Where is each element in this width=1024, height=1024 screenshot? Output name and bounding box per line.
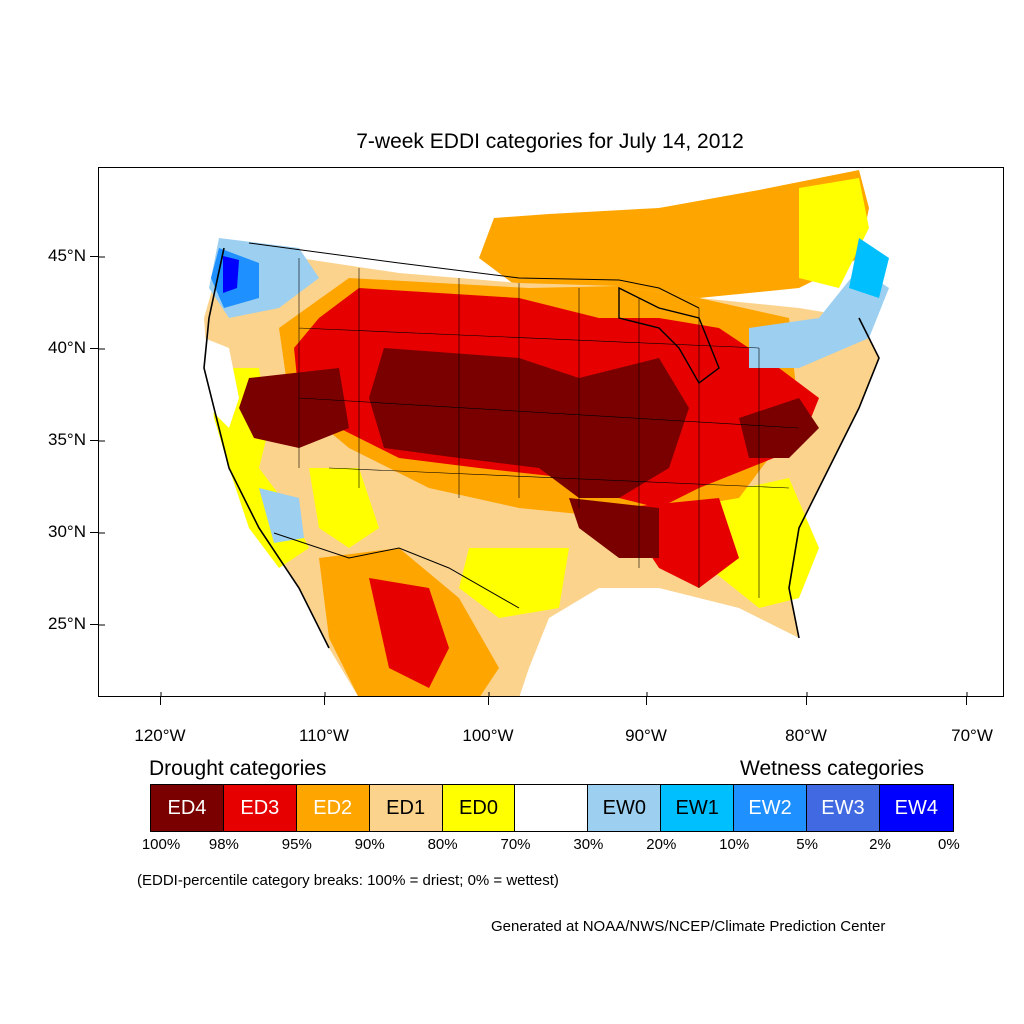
wetness-categories-heading: Wetness categories [740, 757, 925, 780]
percentile-label: 30% [573, 836, 604, 853]
lon-tick [646, 697, 647, 705]
canada-west-region [219, 170, 359, 258]
percentile-label: 80% [427, 836, 458, 853]
legend-swatch-ew1: EW1 [661, 785, 735, 831]
legend-swatch-ed2: ED2 [296, 785, 370, 831]
lat-tick [90, 256, 98, 257]
legend-swatch-ed3: ED3 [223, 785, 297, 831]
lat-label-35: 35°N [48, 430, 86, 449]
frame-ticks [99, 256, 968, 696]
lat-label-25: 25°N [48, 614, 86, 633]
lon-tick [966, 697, 967, 705]
lat-label-30: 30°N [48, 522, 86, 541]
percentile-label: 98% [208, 836, 239, 853]
us-mexico-border [273, 532, 520, 609]
ed0-north [799, 178, 869, 288]
lat-tick [90, 532, 98, 533]
percentile-label: 2% [869, 836, 891, 853]
lat-tick [90, 624, 98, 625]
percentile-label: 90% [354, 836, 385, 853]
lon-tick [488, 697, 489, 705]
ed0-southwest [309, 468, 379, 548]
lon-label-120: 120°W [134, 726, 186, 745]
percentile-label: 20% [646, 836, 677, 853]
legend-swatch-ed4: ED4 [151, 785, 224, 831]
map-canvas [99, 170, 968, 696]
legend-swatch-ew2: EW2 [734, 785, 808, 831]
percentile-label: 5% [796, 836, 818, 853]
percentile-label: 10% [719, 836, 750, 853]
great-lakes [618, 286, 720, 385]
lat-label-40: 40°N [48, 338, 86, 357]
lat-tick [90, 440, 98, 441]
legend-swatch-ew3: EW3 [807, 785, 880, 831]
eddi-map [98, 167, 1004, 697]
legend-swatch-ew0: EW0 [588, 785, 662, 831]
percentile-label: 0% [938, 836, 960, 853]
credit-line: Generated at NOAA/NWS/NCEP/Climate Predi… [491, 918, 886, 935]
coastline [203, 247, 880, 649]
lat-label-45: 45°N [48, 246, 86, 265]
lon-label-90: 90°W [625, 726, 667, 745]
legend-swatch-ew4: EW4 [879, 785, 953, 831]
ed4-lower-mississippi [569, 498, 659, 558]
us-canada-border [248, 242, 700, 309]
ed3-mexico [369, 578, 449, 688]
ed0-texas [459, 548, 569, 618]
map-title: 7-week EDDI categories for July 14, 2012 [356, 130, 744, 153]
legend-swatch-ed1: ED1 [369, 785, 443, 831]
ew0-southwest [259, 488, 304, 543]
lon-tick [324, 697, 325, 705]
legend-swatch-ed0: ED0 [442, 785, 516, 831]
ew4-northwest [223, 256, 239, 293]
drought-categories-heading: Drought categories [149, 757, 327, 780]
state-lines [298, 258, 800, 598]
ed4-core [369, 348, 689, 498]
percentile-label: 100% [141, 836, 181, 853]
lon-label-110: 110°W [299, 726, 349, 745]
ed4-great-basin [239, 368, 349, 448]
ew0-northeast [749, 268, 889, 368]
lon-tick [806, 697, 807, 705]
category-legend-bar: ED4 ED3 ED2 ED1 ED0 EW0 EW1 EW2 EW3 EW4 [150, 784, 954, 832]
ew1-northeast [849, 238, 889, 298]
lon-tick [160, 697, 161, 705]
lat-tick [90, 348, 98, 349]
category-note: (EDDI-percentile category breaks: 100% =… [137, 872, 559, 889]
lon-label-70: 70°W [951, 726, 993, 745]
percentile-label: 95% [281, 836, 312, 853]
percentile-label: 70% [500, 836, 531, 853]
canada-region [479, 170, 869, 298]
lon-label-80: 80°W [785, 726, 827, 745]
legend-swatch-neutral [515, 785, 589, 831]
lon-label-100: 100°W [462, 726, 514, 745]
